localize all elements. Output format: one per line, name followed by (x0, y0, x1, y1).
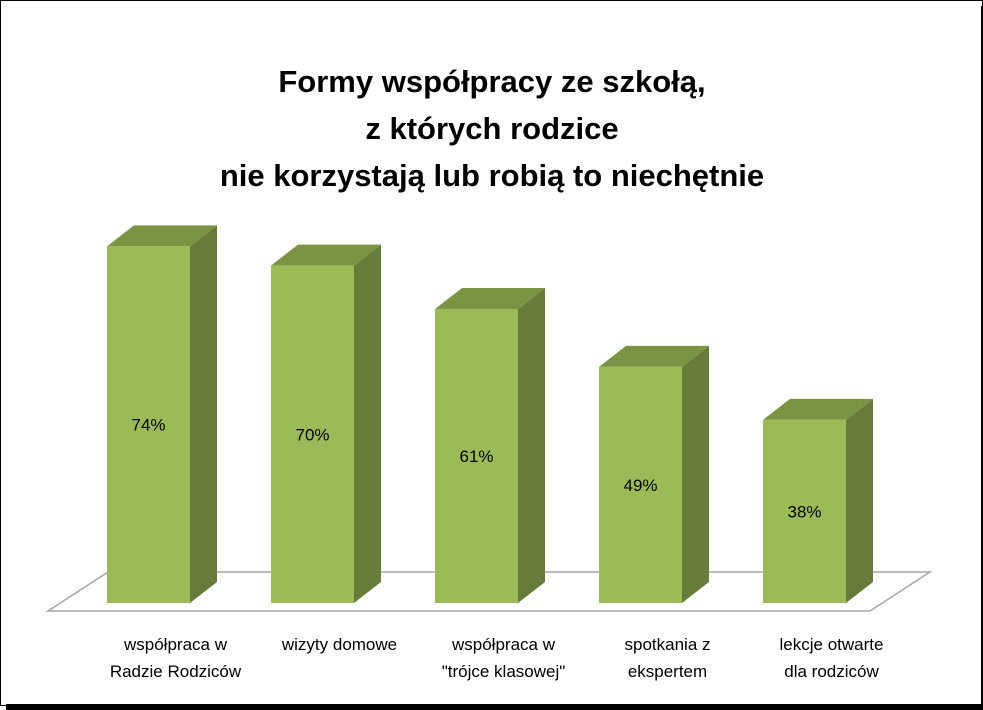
data-label: 38% (787, 502, 821, 521)
bar-side (518, 287, 545, 603)
chart-title-line-1: Formy współpracy ze szkołą, (278, 64, 706, 99)
category-label: współpraca w Radzie Rodziców (110, 635, 242, 681)
category-label-line: wizyty domowe (281, 635, 397, 654)
bar-front (107, 246, 190, 603)
category-label-line: spotkania z (625, 635, 711, 654)
bar-side (682, 345, 709, 603)
bar-side (354, 244, 381, 603)
bar-front (271, 265, 354, 603)
chart-title: Formy współpracy ze szkołą, z których ro… (150, 58, 834, 199)
category-label-line: ekspertem (628, 662, 707, 681)
data-label: 70% (295, 425, 329, 444)
bar-side (190, 225, 217, 603)
bar-front (435, 308, 518, 603)
bar-3 (435, 287, 545, 603)
bar-top (271, 244, 381, 266)
category-label-line: Radzie Rodziców (110, 662, 242, 681)
data-label: 74% (131, 416, 165, 435)
bar-side (846, 398, 873, 603)
category-label-line: współpraca w (123, 635, 228, 654)
category-label: wizyty domowe (281, 635, 397, 654)
data-label: 61% (459, 447, 493, 466)
category-label-line: lekcje otwarte (780, 635, 884, 654)
bar-front (763, 419, 846, 603)
bar-4 (599, 345, 709, 603)
bar-5 (763, 398, 873, 603)
category-label-line: "trójce klasowej" (442, 662, 566, 681)
chart-title-line-3: nie korzystają lub robią to niechętnie (219, 158, 765, 193)
category-label: współpraca w "trójce klasowej" (442, 635, 566, 681)
chart-title-line-2: z których rodzice (365, 111, 619, 146)
bar-top (599, 345, 709, 367)
frame-shadow-bottom (6, 704, 983, 710)
category-label: spotkania z ekspertem (625, 635, 711, 681)
category-label: lekcje otwarte dla rodziców (780, 635, 884, 681)
bar-top (107, 225, 217, 247)
bar-1 (107, 225, 217, 603)
bar-2 (271, 244, 381, 603)
data-label: 49% (623, 476, 657, 495)
category-label-line: dla rodziców (784, 662, 879, 681)
bar-top (435, 287, 545, 309)
bar-top (763, 398, 873, 420)
bar-front (599, 366, 682, 603)
category-label-line: współpraca w (451, 635, 556, 654)
frame-shadow-right (981, 6, 983, 706)
